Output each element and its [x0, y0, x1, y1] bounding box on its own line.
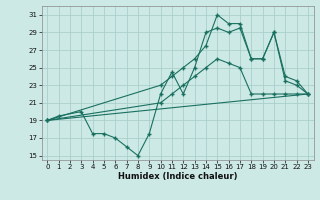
X-axis label: Humidex (Indice chaleur): Humidex (Indice chaleur): [118, 172, 237, 181]
